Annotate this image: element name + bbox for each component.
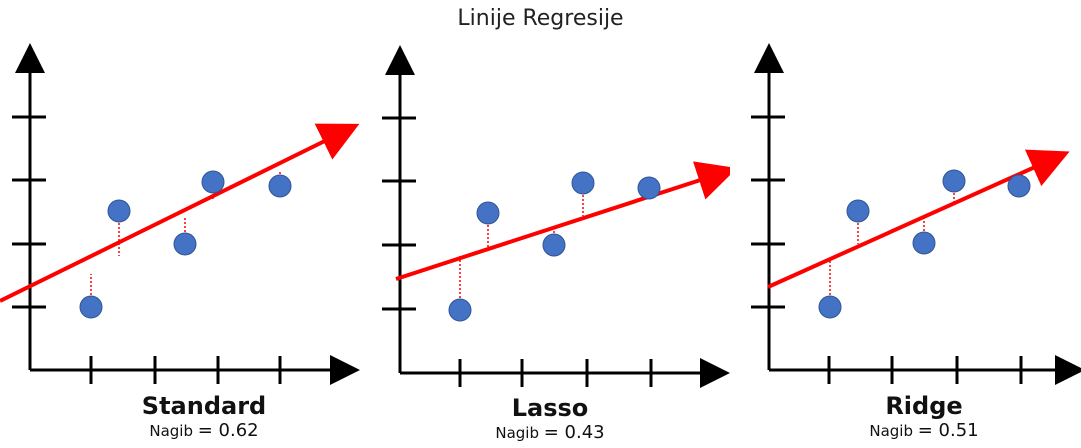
data-point <box>846 199 870 223</box>
data-point <box>173 232 197 256</box>
slope-text: Nagib = 0.43 <box>420 422 680 443</box>
slope-label: Nagib <box>869 422 913 440</box>
slope-label: Nagib <box>149 422 193 440</box>
panel-ridge-label: Ridge Nagib = 0.51 <box>794 392 1054 441</box>
panel-standard-label: Standard Nagib = 0.62 <box>74 392 334 441</box>
slope-value: = 0.43 <box>543 422 605 443</box>
data-point <box>912 231 936 255</box>
y-ticks <box>12 115 46 309</box>
panel-ridge <box>751 43 1081 385</box>
data-points <box>79 170 292 319</box>
regression-line <box>0 123 360 303</box>
data-point <box>571 171 595 195</box>
data-point <box>268 174 292 198</box>
data-point <box>818 295 842 319</box>
data-points <box>818 169 1031 319</box>
slope-text: Nagib = 0.51 <box>794 420 1054 441</box>
regression-line <box>395 161 730 281</box>
x-ticks <box>827 356 1023 384</box>
data-point <box>448 298 472 322</box>
panel-standard <box>0 43 360 385</box>
data-point <box>107 199 131 223</box>
panel-lasso-label: Lasso Nagib = 0.43 <box>420 394 680 443</box>
panel-name: Ridge <box>885 392 963 420</box>
data-point <box>79 295 103 319</box>
data-point <box>542 233 566 257</box>
panel-name: Standard <box>141 392 267 420</box>
data-point <box>942 169 966 193</box>
x-ticks <box>89 356 282 384</box>
slope-value: = 0.51 <box>917 420 979 441</box>
slope-label: Nagib <box>495 424 539 442</box>
regression-line <box>767 149 1070 289</box>
y-ticks <box>751 115 785 309</box>
diagram-title: Linije Regresije <box>457 6 624 31</box>
panel-lasso <box>382 45 730 388</box>
data-points <box>448 171 661 322</box>
x-ticks <box>458 359 653 387</box>
data-point <box>637 176 661 200</box>
y-ticks <box>382 116 416 311</box>
data-point <box>1007 174 1031 198</box>
panel-name: Lasso <box>511 394 589 422</box>
slope-text: Nagib = 0.62 <box>74 420 334 441</box>
slope-value: = 0.62 <box>197 420 259 441</box>
data-point <box>201 170 225 194</box>
data-point <box>476 201 500 225</box>
